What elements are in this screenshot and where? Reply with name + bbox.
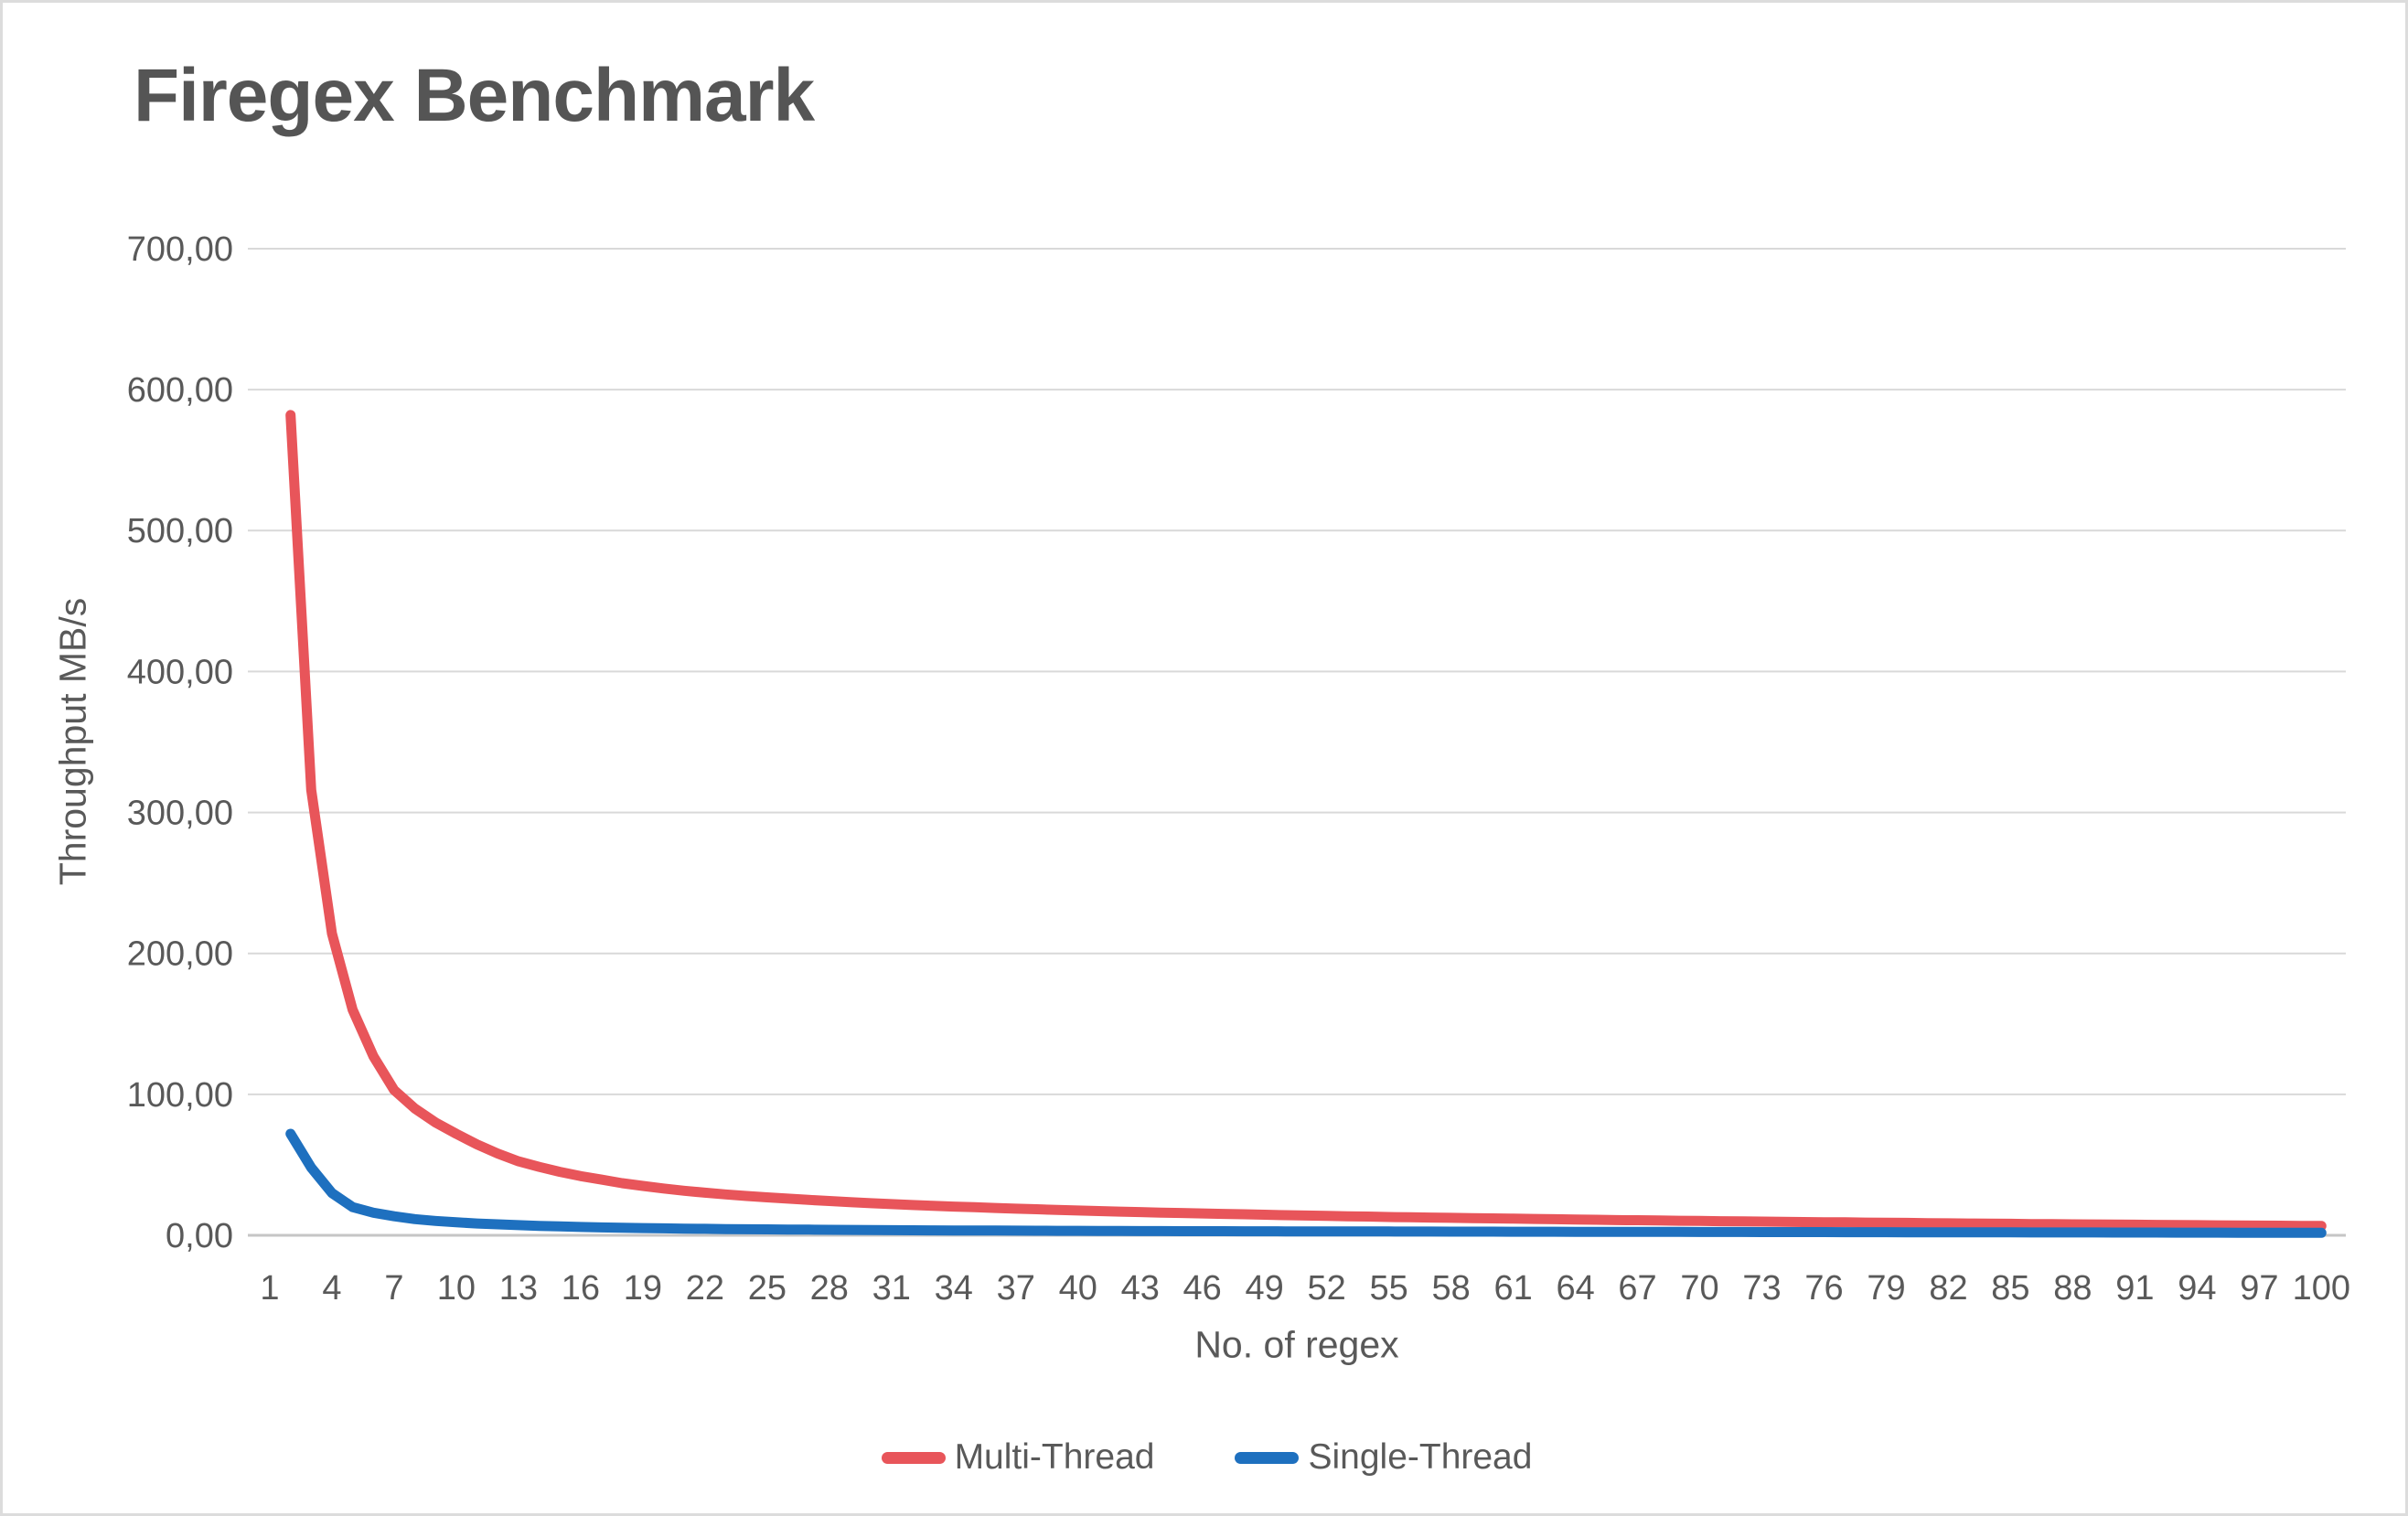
legend-label-multi-thread: Multi-Thread	[954, 1437, 1155, 1477]
legend-item-single-thread: Single-Thread	[1235, 1437, 1532, 1478]
x-tick-label: 64	[1556, 1269, 1594, 1308]
x-tick-label: 88	[2053, 1269, 2092, 1308]
series-line-multi-thread	[285, 410, 2327, 1232]
x-tick-label: 52	[1308, 1269, 1346, 1308]
y-tick-label: 300,00	[127, 794, 233, 832]
series-line-single-thread	[285, 1128, 2327, 1238]
x-tick-label: 79	[1867, 1269, 1905, 1308]
y-tick-label: 500,00	[127, 512, 233, 550]
x-tick-label: 70	[1680, 1269, 1718, 1308]
x-axis-title: No. of regex	[1194, 1323, 1399, 1366]
x-tick-label: 85	[1991, 1269, 2029, 1308]
y-tick-label: 0,00	[166, 1217, 233, 1255]
x-tick-label: 19	[624, 1269, 662, 1308]
x-tick-label: 97	[2240, 1269, 2278, 1308]
x-tick-label: 67	[1618, 1269, 1656, 1308]
x-tick-label: 25	[748, 1269, 787, 1308]
legend: Multi-Thread Single-Thread	[3, 1431, 2405, 1484]
x-tick-label: 28	[810, 1269, 849, 1308]
x-tick-label: 100	[2293, 1269, 2350, 1308]
x-tick-label: 40	[1059, 1269, 1097, 1308]
x-tick-label: 4	[322, 1269, 341, 1308]
x-tick-label: 82	[1929, 1269, 1967, 1308]
y-tick-label: 400,00	[127, 653, 233, 691]
chart-title: Firegex Benchmark	[134, 54, 815, 137]
y-tick-label: 700,00	[127, 230, 233, 269]
x-tick-label: 55	[1369, 1269, 1407, 1308]
y-tick-label: 100,00	[127, 1076, 233, 1115]
x-tick-label: 31	[872, 1269, 911, 1308]
x-tick-label: 7	[384, 1269, 403, 1308]
x-tick-label: 13	[499, 1269, 538, 1308]
x-tick-label: 58	[1431, 1269, 1470, 1308]
y-tick-label: 200,00	[127, 935, 233, 974]
x-tick-label: 1	[260, 1269, 279, 1308]
legend-label-single-thread: Single-Thread	[1308, 1437, 1533, 1477]
x-tick-label: 76	[1804, 1269, 1843, 1308]
x-tick-label: 37	[997, 1269, 1035, 1308]
legend-swatch-multi-thread	[881, 1451, 946, 1464]
x-tick-label: 10	[437, 1269, 476, 1308]
x-tick-label: 61	[1493, 1269, 1532, 1308]
y-tick-label: 600,00	[127, 371, 233, 410]
x-tick-label: 22	[686, 1269, 724, 1308]
x-tick-label: 91	[2115, 1269, 2154, 1308]
x-tick-label: 34	[935, 1269, 973, 1308]
x-tick-label: 94	[2178, 1269, 2216, 1308]
x-tick-label: 43	[1121, 1269, 1160, 1308]
y-axis-title: Throughput MB/s	[51, 597, 94, 886]
x-tick-label: 49	[1246, 1269, 1284, 1308]
x-tick-label: 46	[1183, 1269, 1222, 1308]
x-tick-label: 73	[1742, 1269, 1781, 1308]
legend-item-multi-thread: Multi-Thread	[881, 1437, 1155, 1478]
legend-swatch-single-thread	[1235, 1451, 1300, 1464]
plot-area: 0,00 100,00 200,00 300,00 400,00 500,00 600,00…	[127, 230, 2350, 1308]
x-tick-label: 16	[562, 1269, 600, 1308]
